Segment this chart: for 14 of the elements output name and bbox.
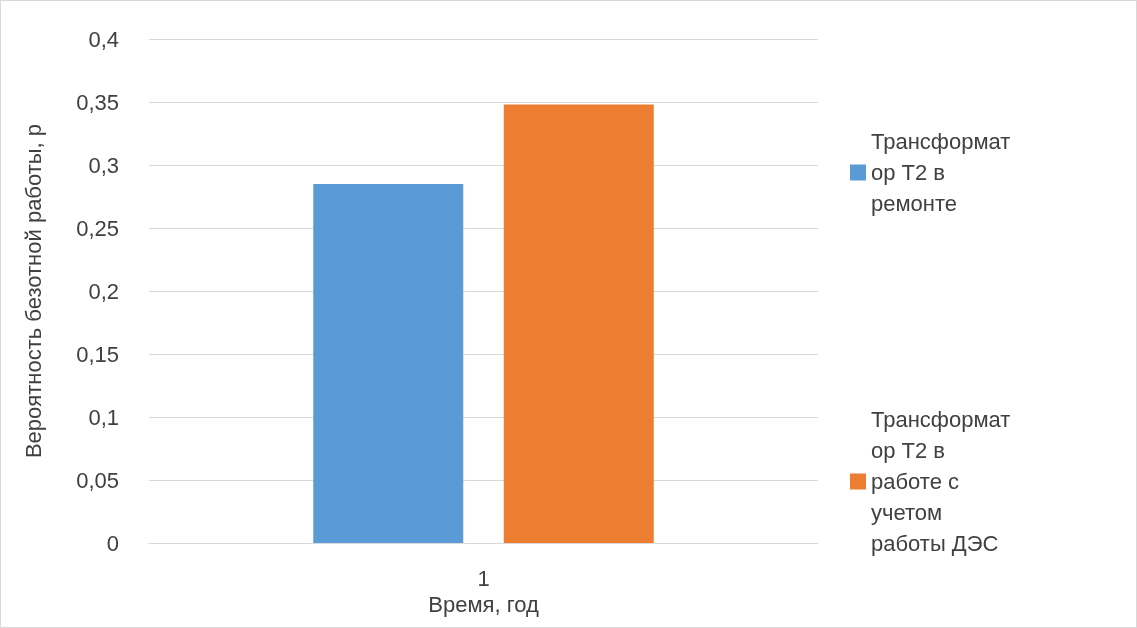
y-tick-label: 0,2 [88, 278, 119, 304]
legend-label: Трансформатор Т2 в работе с учетом работы ДЭС [871, 407, 1011, 556]
y-tick-label: 0 [106, 530, 119, 556]
y-tick-label: 0,1 [88, 404, 119, 430]
y-tick-label: 0,15 [76, 341, 119, 367]
x-tick-label: 1 [477, 565, 490, 591]
x-axis-title: Время, год [428, 592, 539, 618]
y-tick-label: 0,25 [76, 215, 119, 241]
y-tick-label: 0,05 [76, 467, 119, 493]
y-tick-label: 0,4 [88, 26, 119, 52]
y-axis-title: Вероятность безотной работы, р [20, 123, 46, 459]
legend-label: Трансформатор Т2 в ремонте [871, 129, 1011, 216]
y-tick-label: 0,3 [88, 152, 119, 178]
y-tick-label: 0,35 [76, 89, 119, 115]
